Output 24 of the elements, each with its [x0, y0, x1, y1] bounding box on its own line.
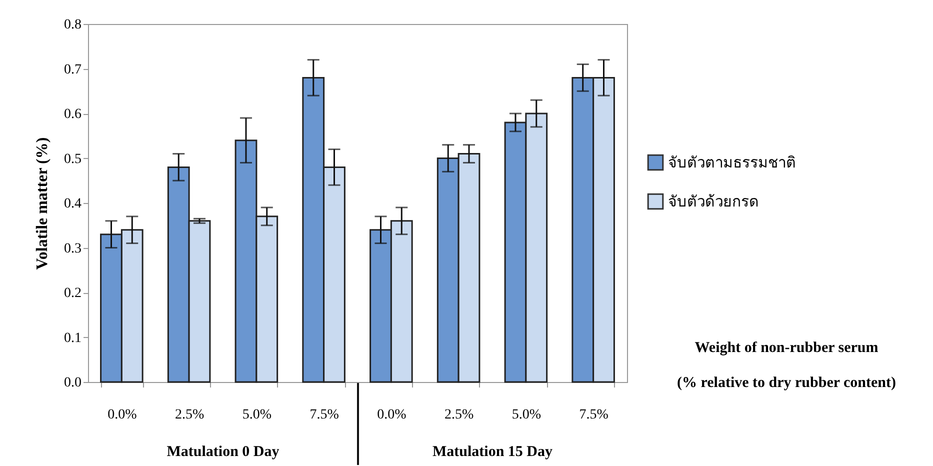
y-tick-label: 0.2 [64, 286, 82, 301]
y-tick-label: 0.7 [64, 62, 82, 78]
x-tick-label: 5.0% [242, 408, 272, 422]
x-tick-label: 2.5% [174, 408, 204, 422]
x-tick-label: 0.0% [108, 408, 138, 422]
y-axis-title: Volatile matter (%) [34, 137, 51, 270]
legend-label: จับตัวด้วยกรด [668, 194, 759, 210]
y-tick-label: 0.6 [64, 107, 82, 122]
legend-label: จับตัวตามธรรมชาติ [668, 154, 796, 172]
y-tick-label: 0.5 [64, 152, 82, 167]
y-tick-label: 0.1 [64, 330, 82, 346]
y-tick-label: 0.0 [64, 376, 82, 390]
y-tick-label: 0.4 [64, 196, 82, 212]
x-tick-label: 2.5% [444, 408, 474, 422]
text: Weight of non-rubber serum [694, 340, 880, 357]
x-tick-label: 7.5% [579, 408, 609, 422]
text: Matulation 0 Day [166, 444, 280, 461]
x-tick-label: 5.0% [512, 408, 542, 422]
text: (% relative to dry rubber content) [676, 375, 897, 392]
x-tick-label: 0.0% [377, 408, 407, 422]
y-tick-label: 0.3 [64, 241, 82, 256]
text: Matulation 15 Day [432, 444, 554, 461]
y-tick-label: 0.8 [64, 18, 82, 32]
x-tick-label: 7.5% [310, 408, 340, 422]
